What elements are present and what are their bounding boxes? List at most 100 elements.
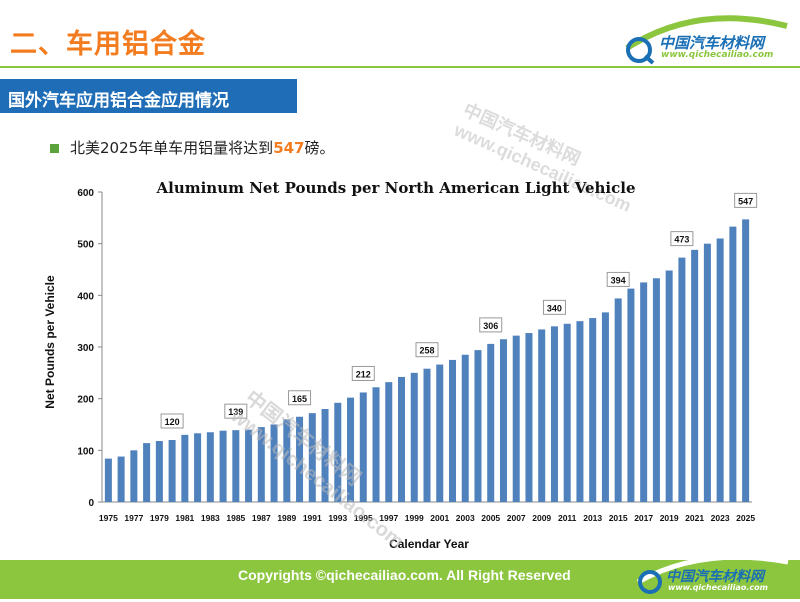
- bar: [703, 243, 711, 502]
- bar: [168, 440, 176, 502]
- bar: [104, 458, 112, 502]
- bar: [296, 416, 304, 502]
- x-tick-label: 1977: [124, 513, 143, 523]
- x-tick-label: 2011: [558, 513, 577, 523]
- data-label: 139: [228, 407, 243, 417]
- data-label-box: [542, 299, 566, 315]
- data-label-box: [670, 231, 694, 247]
- data-label-box: [224, 403, 248, 419]
- bar: [691, 249, 699, 502]
- bar: [270, 424, 278, 502]
- bar: [385, 382, 393, 502]
- bar: [512, 335, 520, 502]
- bullet-highlight: 547: [273, 139, 305, 157]
- bar: [283, 419, 291, 502]
- page-title: 二、车用铝合金: [10, 29, 206, 60]
- bar: [499, 339, 507, 502]
- bar: [410, 372, 418, 502]
- footer-copyright: Copyrights ©qichecailiao.com. All Right …: [238, 567, 571, 583]
- bar: [245, 429, 253, 502]
- x-tick-label: 1983: [201, 513, 220, 523]
- data-label-box: [415, 342, 439, 358]
- footer-logo-url: www.qichecailiao.com: [668, 583, 768, 592]
- data-label-box: [734, 192, 758, 208]
- chart: Aluminum Net Pounds per North American L…: [43, 179, 758, 551]
- bar: [232, 430, 240, 502]
- y-axis: 0 100 200 300 400 500 600: [77, 188, 103, 509]
- data-label: 547: [738, 196, 753, 206]
- title-divider: [0, 66, 800, 68]
- x-tick-label: 1975: [99, 513, 118, 523]
- bar: [194, 433, 202, 502]
- logo-name: 中国汽车材料网: [659, 34, 765, 52]
- y-tick-label: 500: [77, 240, 94, 251]
- bar: [398, 376, 406, 502]
- bar-series: [104, 219, 750, 502]
- bar: [538, 329, 546, 502]
- bar: [448, 359, 456, 502]
- data-label-box: [606, 271, 630, 287]
- data-label-box: [351, 365, 375, 381]
- footer-logo-name: 中国汽车材料网: [666, 569, 764, 585]
- y-axis-label: Net Pounds per Vehicle: [43, 275, 57, 409]
- x-tick-label: 2021: [685, 513, 704, 523]
- x-tick-label: 2019: [660, 513, 679, 523]
- bullet-prefix: 北美2025年单车用铝量将达到: [70, 139, 274, 157]
- x-tick-label: 2013: [583, 513, 602, 523]
- x-tick-label: 1985: [226, 513, 245, 523]
- x-tick-label: 2003: [456, 513, 475, 523]
- bar: [729, 226, 737, 502]
- y-tick-label: 400: [77, 291, 94, 302]
- bar: [742, 219, 750, 502]
- data-label: 212: [356, 369, 371, 379]
- x-tick-label: 2015: [609, 513, 628, 523]
- bar: [461, 354, 469, 502]
- bar: [589, 318, 597, 502]
- bar: [652, 278, 660, 502]
- bar: [117, 456, 125, 502]
- bar: [614, 298, 622, 502]
- bar: [436, 364, 444, 502]
- footer-logo-swoosh-icon: [636, 554, 789, 594]
- bar: [665, 270, 673, 502]
- x-axis: 1975 1977 1979 1981 1983 1985 1987 1989 1991 1993…: [99, 501, 755, 523]
- bar: [678, 257, 686, 502]
- bar: [359, 392, 367, 502]
- bar: [474, 350, 482, 502]
- data-label: 120: [165, 417, 180, 427]
- bar: [487, 343, 495, 502]
- bar: [550, 326, 558, 502]
- x-tick-label: 1979: [150, 513, 169, 523]
- x-axis-label: Calendar Year: [389, 537, 469, 551]
- section-label: 国外汽车应用铝合金应用情况: [8, 91, 229, 111]
- bar: [219, 430, 227, 502]
- data-label-box: [288, 390, 312, 406]
- bar: [372, 387, 380, 502]
- bar: [627, 288, 635, 502]
- bar: [525, 333, 533, 502]
- bar: [257, 427, 265, 502]
- chart-title: Aluminum Net Pounds per North American L…: [155, 179, 635, 197]
- x-tick-label: 1989: [277, 513, 296, 523]
- data-label: 165: [292, 394, 307, 404]
- y-tick-label: 200: [77, 395, 94, 406]
- bar: [347, 397, 355, 502]
- bar: [143, 443, 151, 502]
- bar: [308, 413, 316, 502]
- x-tick-label: 1997: [379, 513, 398, 523]
- x-tick-label: 1981: [175, 513, 194, 523]
- x-tick-label: 2025: [736, 513, 755, 523]
- data-label-box: [479, 317, 503, 333]
- y-tick-label: 600: [77, 188, 94, 199]
- site-logo: 中国汽车材料网 www.qichecailiao.com: [617, 8, 792, 68]
- data-label-box: [160, 413, 184, 429]
- x-tick-label: 1995: [354, 513, 373, 523]
- x-tick-label: 2009: [532, 513, 551, 523]
- x-tick-label: 1999: [405, 513, 424, 523]
- bar: [640, 282, 648, 502]
- data-label: 306: [483, 321, 498, 331]
- bar: [155, 441, 163, 502]
- bar: [206, 432, 214, 502]
- data-label: 473: [674, 235, 689, 245]
- x-tick-label: 1987: [252, 513, 271, 523]
